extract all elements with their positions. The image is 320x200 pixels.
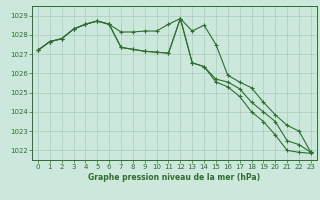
X-axis label: Graphe pression niveau de la mer (hPa): Graphe pression niveau de la mer (hPa) bbox=[88, 173, 260, 182]
